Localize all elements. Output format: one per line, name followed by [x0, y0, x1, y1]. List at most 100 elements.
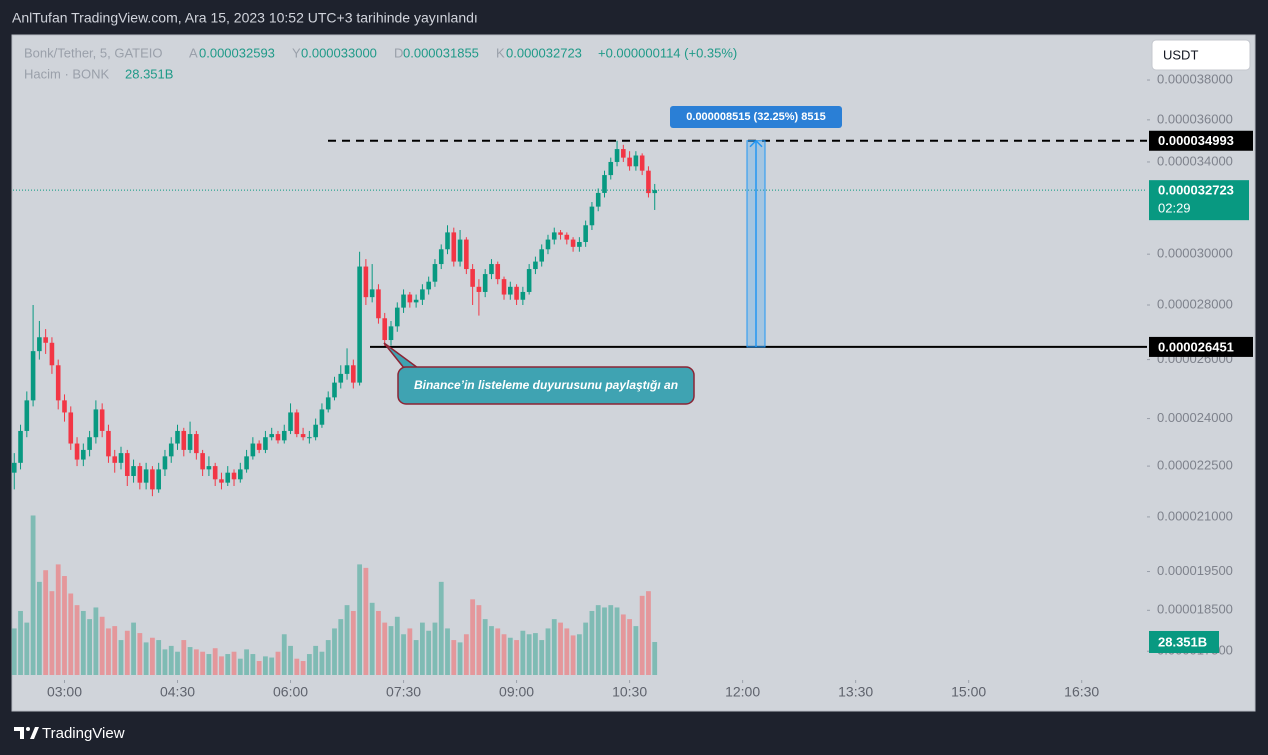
volume-bar: [639, 595, 645, 675]
candle-body: [445, 232, 450, 250]
candle-body: [49, 342, 55, 366]
volume-bar: [595, 605, 601, 675]
volume-title: Hacim · BONK: [24, 66, 110, 81]
volume-bar: [564, 628, 570, 675]
candle-body: [244, 456, 249, 470]
candle-body: [595, 192, 601, 207]
x-tick-label: 04:30: [160, 684, 195, 700]
candle-body: [11, 462, 17, 473]
volume-bar: [300, 661, 306, 675]
volume-bar: [445, 628, 450, 675]
candle-body: [508, 286, 513, 295]
candle-body: [564, 234, 570, 240]
candle-body: [482, 274, 488, 292]
candle-body: [62, 400, 67, 413]
volume-bar: [256, 661, 262, 675]
candle-body: [394, 307, 400, 327]
volume-bar: [244, 649, 249, 675]
x-tick-label: 06:00: [273, 684, 308, 700]
volume-bar: [237, 658, 243, 675]
candle-body: [212, 466, 218, 480]
candle-body: [520, 291, 526, 300]
volume-bar: [495, 628, 501, 675]
candle-body: [351, 365, 356, 383]
currency-button[interactable]: [1151, 39, 1251, 71]
x-tick-label: 03:00: [47, 684, 82, 700]
volume-bar: [338, 619, 344, 675]
symbol: Bonk/Tether, 5, GATEIO: [24, 45, 163, 60]
y-tick-label: 0.000036000: [1157, 111, 1233, 126]
volume-value: 28.351B: [125, 66, 173, 81]
volume-bar: [219, 656, 224, 675]
candle-body: [24, 400, 30, 431]
candle-body: [589, 206, 595, 226]
y-tick-label: 0.000018500: [1157, 602, 1233, 617]
annotation-box: [397, 366, 695, 405]
candle-body: [112, 456, 118, 463]
logo: [14, 727, 39, 739]
x-tick-label: 15:00: [951, 684, 986, 700]
candle-body: [175, 430, 180, 444]
volume-bar: [382, 622, 388, 675]
candle-body: [275, 434, 281, 441]
volume-bar: [131, 622, 136, 675]
volume-bar: [162, 649, 168, 675]
x-tick-label: 13:30: [838, 684, 873, 700]
volume-bar: [206, 654, 212, 675]
candle-body: [526, 269, 532, 292]
candle-body: [551, 232, 557, 240]
volume-bar: [451, 640, 457, 675]
volume-bar: [306, 654, 312, 675]
candle-body: [68, 412, 74, 444]
volume-bar: [212, 648, 218, 675]
legend-key: Y: [292, 45, 301, 60]
annotation-text: Binance’in listeleme duyurusunu paylaştı…: [414, 378, 678, 392]
footer-brand: TradingView: [42, 725, 125, 742]
volume-bar: [357, 564, 363, 675]
volume-bar: [376, 610, 381, 675]
volume-bar: [520, 630, 526, 675]
logo-mark: [30, 727, 39, 739]
y-tick-label: 0.000028000: [1157, 296, 1233, 311]
measure-label: 0.000008515 (32.25%) 8515: [686, 111, 825, 123]
candle-body: [451, 232, 457, 262]
candle-body: [231, 472, 237, 480]
volume-bar: [231, 651, 237, 675]
y-tick-label: 0.000038000: [1157, 71, 1233, 86]
candle-body: [476, 286, 482, 292]
candle-body: [319, 409, 325, 425]
volume-bar: [200, 651, 206, 675]
candle-body: [533, 261, 538, 270]
candle-body: [37, 337, 42, 352]
volume-bar: [620, 614, 626, 675]
volume-bar: [43, 570, 49, 675]
volume-bar: [11, 628, 17, 675]
candle-body: [118, 453, 124, 463]
volume-bar: [68, 593, 74, 675]
candle-body: [143, 469, 149, 483]
candle-body: [432, 264, 438, 282]
volume-bar: [294, 658, 300, 675]
candle-body: [99, 409, 105, 431]
candle-body: [313, 424, 318, 438]
volume-bar: [602, 607, 607, 675]
volume-bar: [476, 605, 482, 675]
legend-value: 0.000033000: [301, 45, 377, 60]
candle-body: [621, 149, 626, 158]
volume-bar: [55, 564, 61, 675]
volume-bar: [225, 654, 231, 675]
legend-value: 0.000032593: [199, 45, 275, 60]
volume-bar: [646, 591, 651, 675]
candle-body: [401, 294, 406, 308]
currency-label[interactable]: USDT: [1163, 47, 1198, 62]
countdown-label: 02:29: [1158, 201, 1191, 216]
candle-body: [250, 443, 256, 457]
y-tick-label: 0.000034000: [1157, 153, 1233, 168]
candle-body: [43, 337, 48, 343]
plot: 0.000038000 0.000036000 0.000034000 0.00003…: [11, 71, 1253, 700]
legend-value: 0.000032723: [506, 45, 582, 60]
header: AnlTufan TradingView.com, Ara 15, 2023 1…: [12, 10, 478, 26]
last-price-box: [1149, 180, 1249, 221]
candle-body: [570, 239, 576, 247]
